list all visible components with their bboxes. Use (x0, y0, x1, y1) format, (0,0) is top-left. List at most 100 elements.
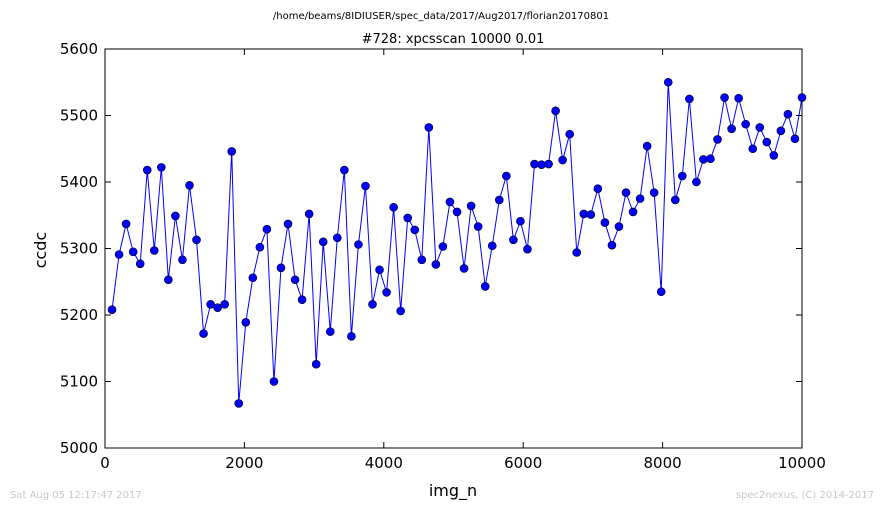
data-point (502, 171, 511, 181)
data-point (516, 216, 525, 226)
data-point (466, 201, 476, 211)
data-point (199, 329, 208, 338)
data-point (283, 219, 293, 229)
data-point (727, 124, 736, 134)
data-point (318, 237, 328, 247)
data-point (480, 282, 490, 291)
data-point (262, 224, 272, 234)
data-point (375, 265, 384, 275)
data-point (107, 305, 117, 314)
data-point (347, 331, 356, 341)
data-point (762, 137, 772, 147)
y-tick-label: 5600 (60, 40, 98, 58)
data-point (142, 165, 152, 175)
data-point (135, 259, 145, 269)
data-point (509, 235, 518, 245)
data-point (487, 241, 497, 251)
data-point (157, 163, 166, 172)
data-point (431, 260, 441, 269)
y-tick-label: 5100 (60, 373, 98, 391)
x-tick-label: 6000 (504, 454, 542, 472)
data-point (248, 273, 258, 283)
data-point (171, 211, 180, 221)
data-point (389, 202, 398, 212)
y-tick-label: 5400 (60, 173, 98, 191)
data-point (290, 275, 300, 285)
data-point (649, 188, 659, 197)
y-tick-label: 5500 (60, 107, 98, 125)
data-point (340, 165, 349, 175)
data-point (297, 295, 307, 305)
data-point (361, 181, 370, 191)
data-point (192, 235, 201, 245)
chart-title: #728: xpcsscan 10000 0.01 (362, 32, 545, 47)
data-point (558, 155, 567, 165)
data-point (410, 225, 420, 235)
data-point (544, 159, 553, 169)
footer-timestamp: Sat Aug 05 12:17:47 2017 (10, 490, 142, 501)
data-point (635, 194, 645, 203)
data-point (417, 255, 427, 265)
data-point (396, 306, 405, 316)
data-point (114, 250, 124, 259)
data-point (656, 287, 666, 297)
data-point (403, 213, 413, 223)
data-point (776, 126, 786, 136)
data-point (241, 318, 251, 327)
data-point (663, 77, 673, 87)
x-tick-label: 2000 (225, 454, 263, 472)
data-point (614, 222, 624, 231)
data-point (713, 135, 722, 144)
data-point (720, 93, 729, 102)
file-path-header: /home/beams/8IDIUSER/spec_data/2017/Aug2… (273, 11, 609, 22)
data-point (438, 242, 448, 251)
data-point (255, 242, 265, 252)
data-point (586, 210, 596, 219)
data-point (748, 144, 758, 154)
data-point (473, 222, 483, 231)
data-point (607, 240, 617, 250)
data-point (706, 154, 715, 164)
x-tick-label: 0 (100, 454, 110, 472)
y-axis-label: ccdc (31, 232, 50, 269)
data-point (790, 134, 800, 144)
data-point (459, 264, 469, 273)
data-point (276, 263, 286, 273)
series-layer (107, 77, 807, 408)
data-point (382, 288, 391, 297)
data-point (164, 275, 173, 285)
data-point (445, 197, 455, 207)
data-point (220, 300, 229, 309)
x-tick-label: 8000 (644, 454, 682, 472)
data-point (354, 240, 363, 249)
data-point (678, 171, 687, 181)
data-point (311, 359, 321, 369)
data-point (572, 248, 582, 257)
data-point (333, 233, 342, 243)
plot-frame (104, 48, 803, 449)
data-point (121, 219, 131, 229)
data-point (600, 218, 610, 227)
data-point (769, 151, 779, 160)
y-tick-label: 5200 (60, 306, 98, 324)
y-tick-label: 5000 (60, 439, 98, 457)
data-point (269, 377, 279, 386)
footer-credit: spec2nexus, (C) 2014-2017 (736, 490, 874, 501)
ticks-layer (104, 48, 803, 449)
data-point (797, 93, 807, 102)
data-point (565, 129, 574, 139)
data-point (642, 141, 652, 151)
data-point (452, 207, 462, 217)
tick-labels-layer: 0 2000 4000 6000 8000 10000 5000 5100 5200 5300 54… (60, 40, 826, 472)
x-tick-label: 4000 (365, 454, 403, 472)
y-tick-label: 5300 (60, 240, 98, 258)
data-point (551, 106, 560, 116)
data-point (692, 177, 701, 187)
data-point (783, 109, 793, 119)
data-point (368, 300, 377, 309)
data-point (523, 244, 532, 254)
data-point (178, 255, 187, 265)
data-point (227, 147, 237, 156)
data-point (149, 246, 159, 255)
data-point (185, 181, 194, 190)
